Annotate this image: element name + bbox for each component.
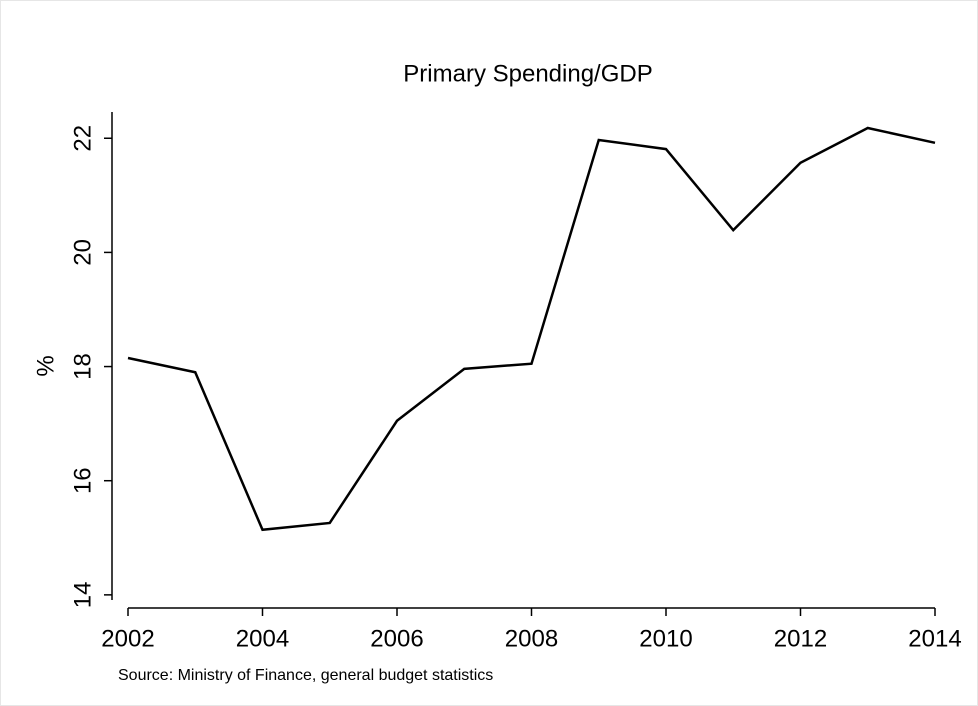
x-tick-label: 2010 [639, 625, 692, 652]
x-tick-label: 2002 [101, 625, 154, 652]
y-tick-label: 22 [69, 125, 96, 152]
data-line [127, 126, 936, 532]
y-tick-label: 16 [69, 467, 96, 494]
x-tick-label: 2012 [774, 625, 827, 652]
chart-title: Primary Spending/GDP [403, 60, 652, 87]
x-tick-label: 2004 [236, 625, 289, 652]
y-tick-label: 14 [69, 582, 96, 609]
source-note: Source: Ministry of Finance, general bud… [118, 667, 493, 684]
y-tick-label: 18 [69, 353, 96, 380]
x-tick-label: 2006 [370, 625, 423, 652]
y-tick-label: 20 [69, 239, 96, 266]
y-axis-label: % [32, 355, 59, 376]
x-tick-label: 2008 [505, 625, 558, 652]
x-tick-label: 2014 [908, 625, 961, 652]
